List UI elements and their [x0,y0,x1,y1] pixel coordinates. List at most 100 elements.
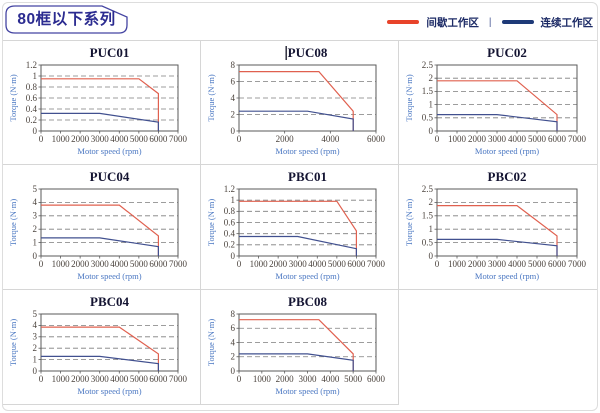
x-tick-label: 3000 [91,259,110,269]
x-tick-label: 7000 [169,259,188,269]
chart-PUC02: PUC02 0 0.5 1 1.5 2 2.5 0 1000 2000 3000 4000 5000 60… [399,41,597,165]
x-tick-label: 0 [39,134,44,144]
x-tick-label: 4000 [508,259,527,269]
y-tick-label: 2 [33,343,38,353]
chart-title: PBC08 [288,294,328,309]
y-tick-label: 0 [429,126,434,136]
x-tick-label: 1000 [448,259,467,269]
curve-intermittent [41,78,159,131]
curve-intermittent [437,80,558,131]
chart-title: PBC02 [488,169,527,184]
y-tick-label: 5 [33,309,38,319]
x-tick-label: 7000 [169,134,188,144]
chart-plot: PUC02 0 0.5 1 1.5 2 2.5 0 1000 2000 3000 4000 5000 60… [404,45,587,156]
y-tick-label: 0.8 [224,206,236,216]
chart-PBC01: PBC01 0 0.2 0.4 0.6 0.8 1 1.2 0 1000 2000 3000 4000 5… [201,165,399,290]
y-tick-label: 0 [33,126,38,136]
title-box-outline [5,5,128,34]
chart-PUC01: PUC01 0 0.2 0.4 0.6 0.8 1 1.2 0 1000 2000 3000 4000 5… [3,41,201,165]
x-tick-label: 6000 [367,134,386,144]
y-axis-label: Torque (N·m) [8,74,18,121]
x-axis-label: Motor speed (rpm) [275,146,339,156]
x-tick-label: 5000 [130,374,149,384]
x-axis-label: Motor speed (rpm) [275,386,339,396]
chart-plot: PUC01 00.20.40.60.811.2 0 1000 2000 3000 4000 5… [8,45,188,156]
y-tick-label: 0.2 [26,115,37,125]
x-tick-label: 1000 [253,374,272,384]
x-tick-label: 2000 [71,259,90,269]
y-tick-label: 0.5 [422,237,434,247]
y-tick-label: 4 [33,197,38,207]
x-tick-label: 4000 [508,134,527,144]
x-tick-label: 6000 [367,374,386,384]
y-axis-label: Torque (N·m) [404,199,414,246]
plot-border [436,188,578,257]
x-tick-label: 6000 [149,259,168,269]
x-tick-label: 5000 [130,134,149,144]
page-title: 80框以下系列 [17,11,116,28]
plot-border [238,313,377,372]
x-tick-label: 2000 [269,259,288,269]
curve-continuous [41,112,159,131]
x-tick-label: 3000 [91,374,110,384]
y-tick-label: 0 [33,251,38,261]
x-tick-label: 6000 [548,259,567,269]
x-tick-label: 3000 [488,259,507,269]
chart-title: PUC02 [487,45,527,60]
y-tick-label: 4 [33,320,38,330]
y-tick-label: 4 [231,337,236,347]
x-tick-label: 6000 [149,374,168,384]
x-tick-label: 7000 [568,259,587,269]
curve-continuous [41,237,159,256]
x-tick-label: 0 [237,374,242,384]
curve-intermittent [239,319,354,371]
curve-continuous [437,113,558,131]
y-tick-label: 1 [429,224,434,234]
x-tick-label: 4000 [321,134,340,144]
y-tick-label: 1.2 [26,60,37,70]
text-cursor [285,46,287,60]
y-tick-label: 6 [231,76,236,86]
y-tick-label: 0.2 [224,240,235,250]
y-tick-label: 0 [231,366,236,376]
x-tick-label: 1000 [52,259,71,269]
y-tick-label: 2 [33,224,38,234]
chart-title: PUC04 [90,169,130,184]
y-tick-label: 0 [231,126,236,136]
header: 80框以下系列 间歇工作区 | 连续工作区 [3,3,597,41]
x-tick-label: 6000 [347,259,366,269]
y-tick-label: 5 [33,184,38,194]
y-tick-label: 2.5 [422,184,434,194]
y-tick-label: 2 [429,73,434,83]
x-tick-label: 4000 [308,259,327,269]
empty-cell [399,290,597,405]
y-tick-label: 0 [33,366,38,376]
y-tick-label: 2 [429,197,434,207]
x-tick-label: 5000 [130,259,149,269]
x-axis-label: Motor speed (rpm) [475,146,539,156]
x-tick-label: 0 [435,134,440,144]
y-tick-label: 1.5 [422,86,434,96]
curve-continuous [239,353,354,371]
legend-label-intermittent: 间歇工作区 [426,16,479,29]
chart-plot: PBC02 0 0.5 1 1.5 2 2.5 0 1000 2000 3000 4000 5000 60… [404,169,587,281]
y-tick-label: 1.5 [422,211,434,221]
y-tick-label: 2 [231,109,236,119]
y-axis-label: Torque (N·m) [206,319,216,366]
chart-plot: PUC08 0 2 4 6 8 0 2000 4000 6000 Motor speed (rpm)… [206,45,386,156]
x-tick-label: 6000 [548,134,567,144]
curve-intermittent [41,204,159,256]
plot-border [436,64,578,132]
y-tick-label: 1 [33,354,38,364]
curve-continuous [239,110,354,131]
plot-border [40,64,179,132]
curve-intermittent [239,71,354,131]
legend-line-continuous-icon [501,20,534,24]
x-tick-label: 1000 [52,134,71,144]
x-tick-label: 3000 [289,259,308,269]
y-tick-label: 2.5 [422,60,434,70]
chart-PBC02: PBC02 0 0.5 1 1.5 2 2.5 0 1000 2000 3000 4000 5000 60… [399,165,597,290]
x-tick-label: 0 [39,374,44,384]
